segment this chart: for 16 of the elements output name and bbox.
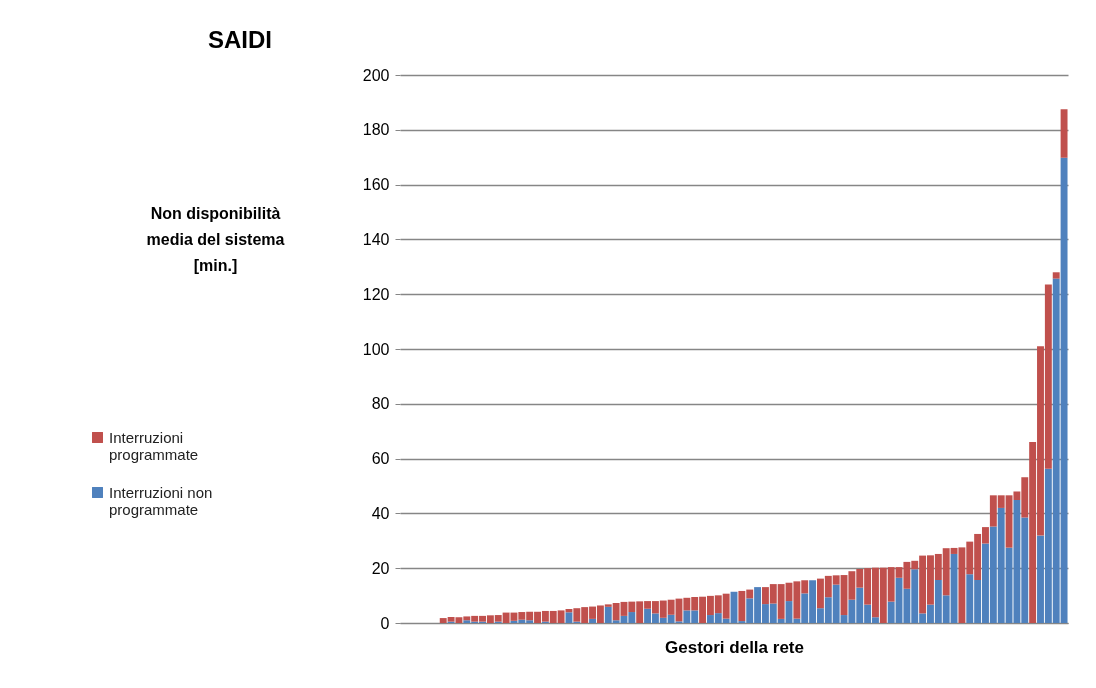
y-tick-label: 180	[362, 121, 390, 139]
y-tick-label: 0	[380, 614, 390, 632]
legend-label: Interruzioni non programmate	[109, 483, 213, 518]
y-axis-title: Non disponibilità media del sistema [min.]	[146, 204, 285, 274]
y-tick-label: 40	[371, 504, 390, 522]
y-tick-label: 60	[371, 450, 390, 468]
x-axis-title: Gestori della rete	[665, 637, 804, 657]
y-tick-label: 80	[371, 395, 390, 413]
y-tick-label: 160	[362, 176, 390, 194]
y-tick-label: 140	[362, 230, 390, 248]
y-tick-label: 100	[362, 340, 390, 358]
y-tick-label: 120	[362, 285, 390, 303]
y-tick-label: 20	[371, 559, 390, 577]
y-tick-label: 200	[362, 66, 390, 84]
legend-label: Interruzioni programmate	[109, 428, 199, 463]
chart-title: SAIDI	[208, 26, 273, 53]
